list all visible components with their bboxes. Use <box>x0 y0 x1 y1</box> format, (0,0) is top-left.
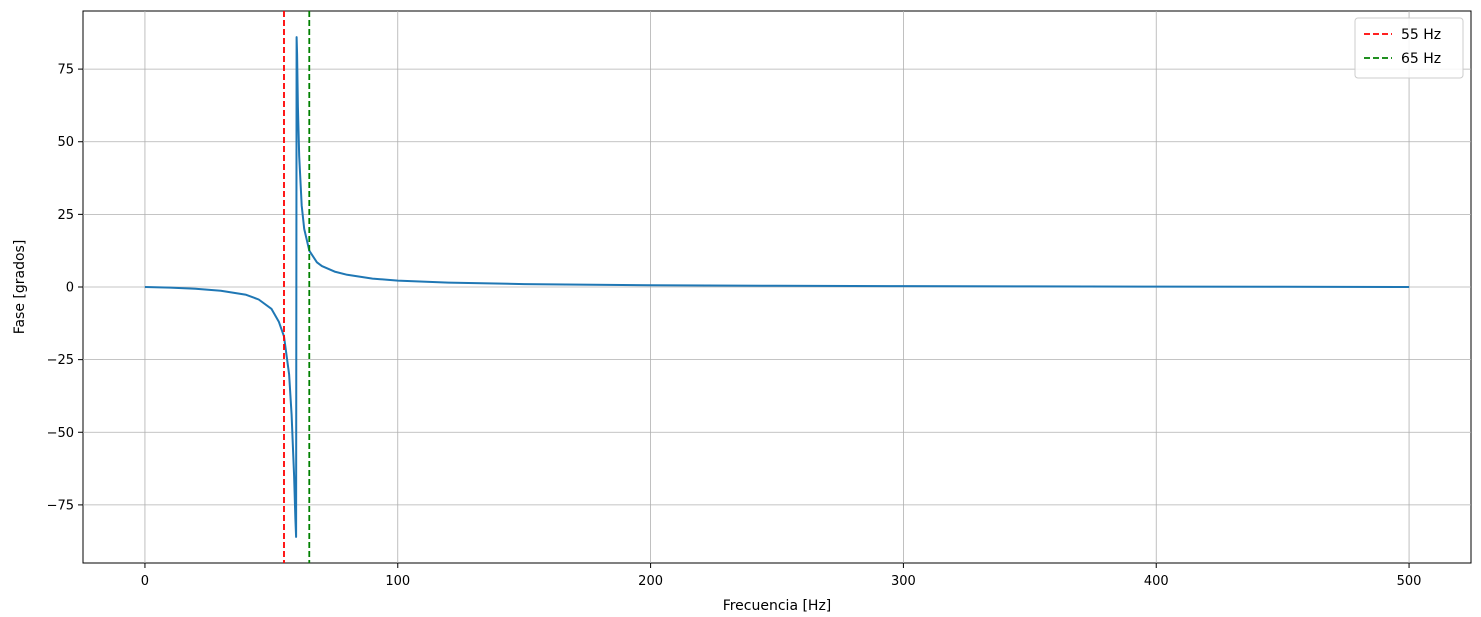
y-tick-label: 75 <box>57 63 74 78</box>
y-tick-label: −75 <box>47 498 74 513</box>
y-axis-label: Fase [grados] <box>12 240 28 335</box>
x-axis-label: Frecuencia [Hz] <box>723 598 832 614</box>
legend: 55 Hz 65 Hz <box>1354 17 1464 79</box>
x-tick-label: 300 <box>891 574 916 589</box>
legend-label: 55 Hz <box>1401 27 1441 43</box>
x-tick-label: 200 <box>638 574 663 589</box>
legend-box <box>1354 17 1464 79</box>
y-tick-label: 50 <box>57 135 74 150</box>
series-layer <box>144 11 1410 563</box>
x-tick-label: 100 <box>385 574 410 589</box>
y-tick-label: −25 <box>47 353 74 368</box>
x-tick-label: 400 <box>1144 574 1169 589</box>
x-tick-label: 500 <box>1397 574 1422 589</box>
axis-ticks: 0 100 200 300 400 500 −75 −50 −25 0 25 50 75 <box>47 63 1422 589</box>
y-tick-label: 0 <box>66 281 74 296</box>
legend-label: 65 Hz <box>1401 51 1441 67</box>
phase-line <box>144 36 1410 538</box>
x-tick-label: 0 <box>141 574 149 589</box>
y-tick-label: −50 <box>47 426 74 441</box>
y-tick-label: 25 <box>57 208 74 223</box>
